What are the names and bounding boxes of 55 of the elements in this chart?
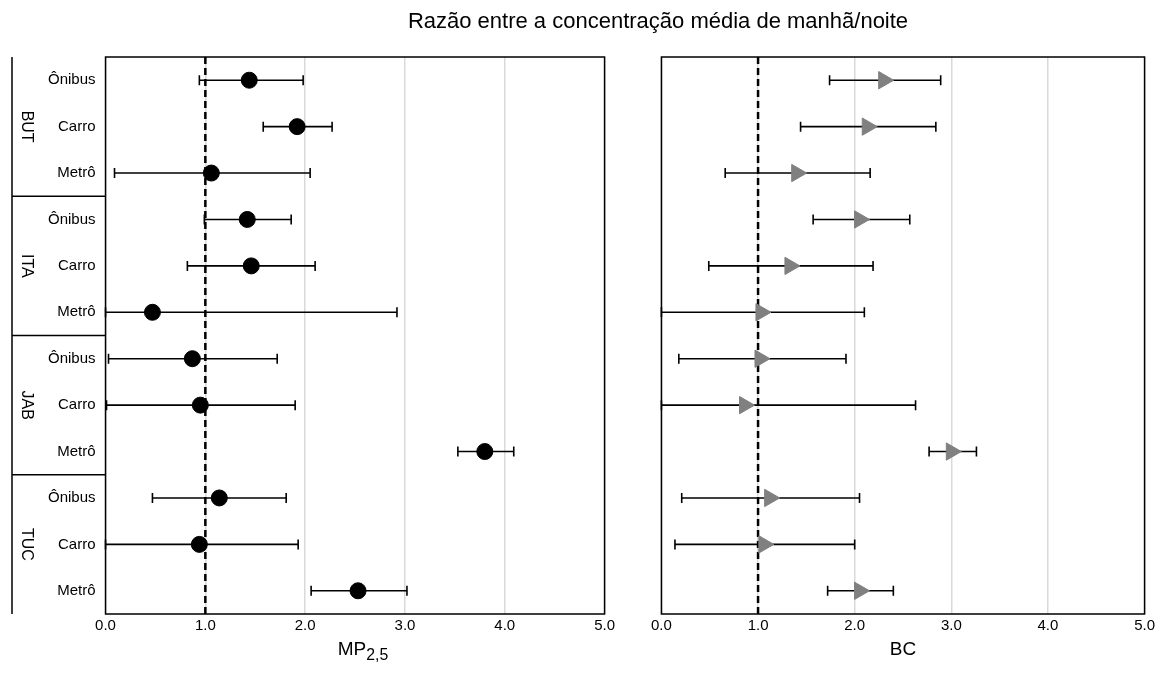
point xyxy=(854,581,871,600)
point xyxy=(210,489,228,507)
point xyxy=(764,488,781,508)
point xyxy=(191,396,209,414)
y-tick-label: Ônibus xyxy=(48,348,96,366)
point xyxy=(190,535,208,553)
x-axis-title: BC xyxy=(888,638,918,660)
y-tick-label: Metrô xyxy=(57,580,96,598)
y-tick-label: Metrô xyxy=(57,302,96,320)
point xyxy=(791,163,808,183)
x-axis-title: MP$_{2,5}$ xyxy=(336,638,390,664)
point xyxy=(240,71,258,89)
x-tick-label: 4.0 xyxy=(1037,616,1059,634)
x-tick-label: 5.0 xyxy=(1134,616,1155,634)
point xyxy=(288,118,306,136)
x-tick-label: 1.0 xyxy=(194,616,216,634)
point xyxy=(755,303,772,322)
text: TUC xyxy=(18,527,36,561)
text: Razão entre a concentração média de manhã/noite xyxy=(406,8,910,35)
point xyxy=(754,349,771,368)
point xyxy=(878,71,895,90)
text: JAB xyxy=(18,390,36,420)
point xyxy=(238,210,256,228)
point xyxy=(242,257,260,275)
point xyxy=(784,256,801,276)
y-tick-label: Metrô xyxy=(57,441,96,459)
x-tick-label: 0.0 xyxy=(95,616,116,634)
point xyxy=(202,164,220,182)
point xyxy=(861,117,878,136)
x-tick-label: 0.0 xyxy=(651,616,672,634)
point xyxy=(143,303,161,321)
point xyxy=(349,582,367,600)
point xyxy=(476,443,494,461)
point xyxy=(183,350,201,368)
point xyxy=(739,395,756,415)
x-tick-label: 1.0 xyxy=(747,616,769,634)
x-tick-label: 2.0 xyxy=(294,616,316,634)
point xyxy=(945,442,962,461)
point xyxy=(854,210,871,229)
y-tick-label: Metrô xyxy=(57,163,96,181)
point xyxy=(758,535,775,554)
y-tick-label: Carro xyxy=(58,534,96,552)
x-tick-label: 3.0 xyxy=(394,616,416,634)
x-tick-label: 5.0 xyxy=(594,616,615,634)
text: BUT xyxy=(18,110,36,143)
y-tick-label: Ônibus xyxy=(48,70,96,88)
y-tick-label: Ônibus xyxy=(48,209,96,227)
text: ITA xyxy=(18,254,36,279)
x-tick-label: 3.0 xyxy=(940,616,962,634)
x-tick-label: 4.0 xyxy=(494,616,516,634)
y-tick-label: Carro xyxy=(58,395,96,413)
y-tick-label: Carro xyxy=(58,116,96,134)
y-tick-label: Carro xyxy=(58,256,96,274)
y-tick-label: Ônibus xyxy=(48,488,96,506)
x-tick-label: 2.0 xyxy=(844,616,866,634)
